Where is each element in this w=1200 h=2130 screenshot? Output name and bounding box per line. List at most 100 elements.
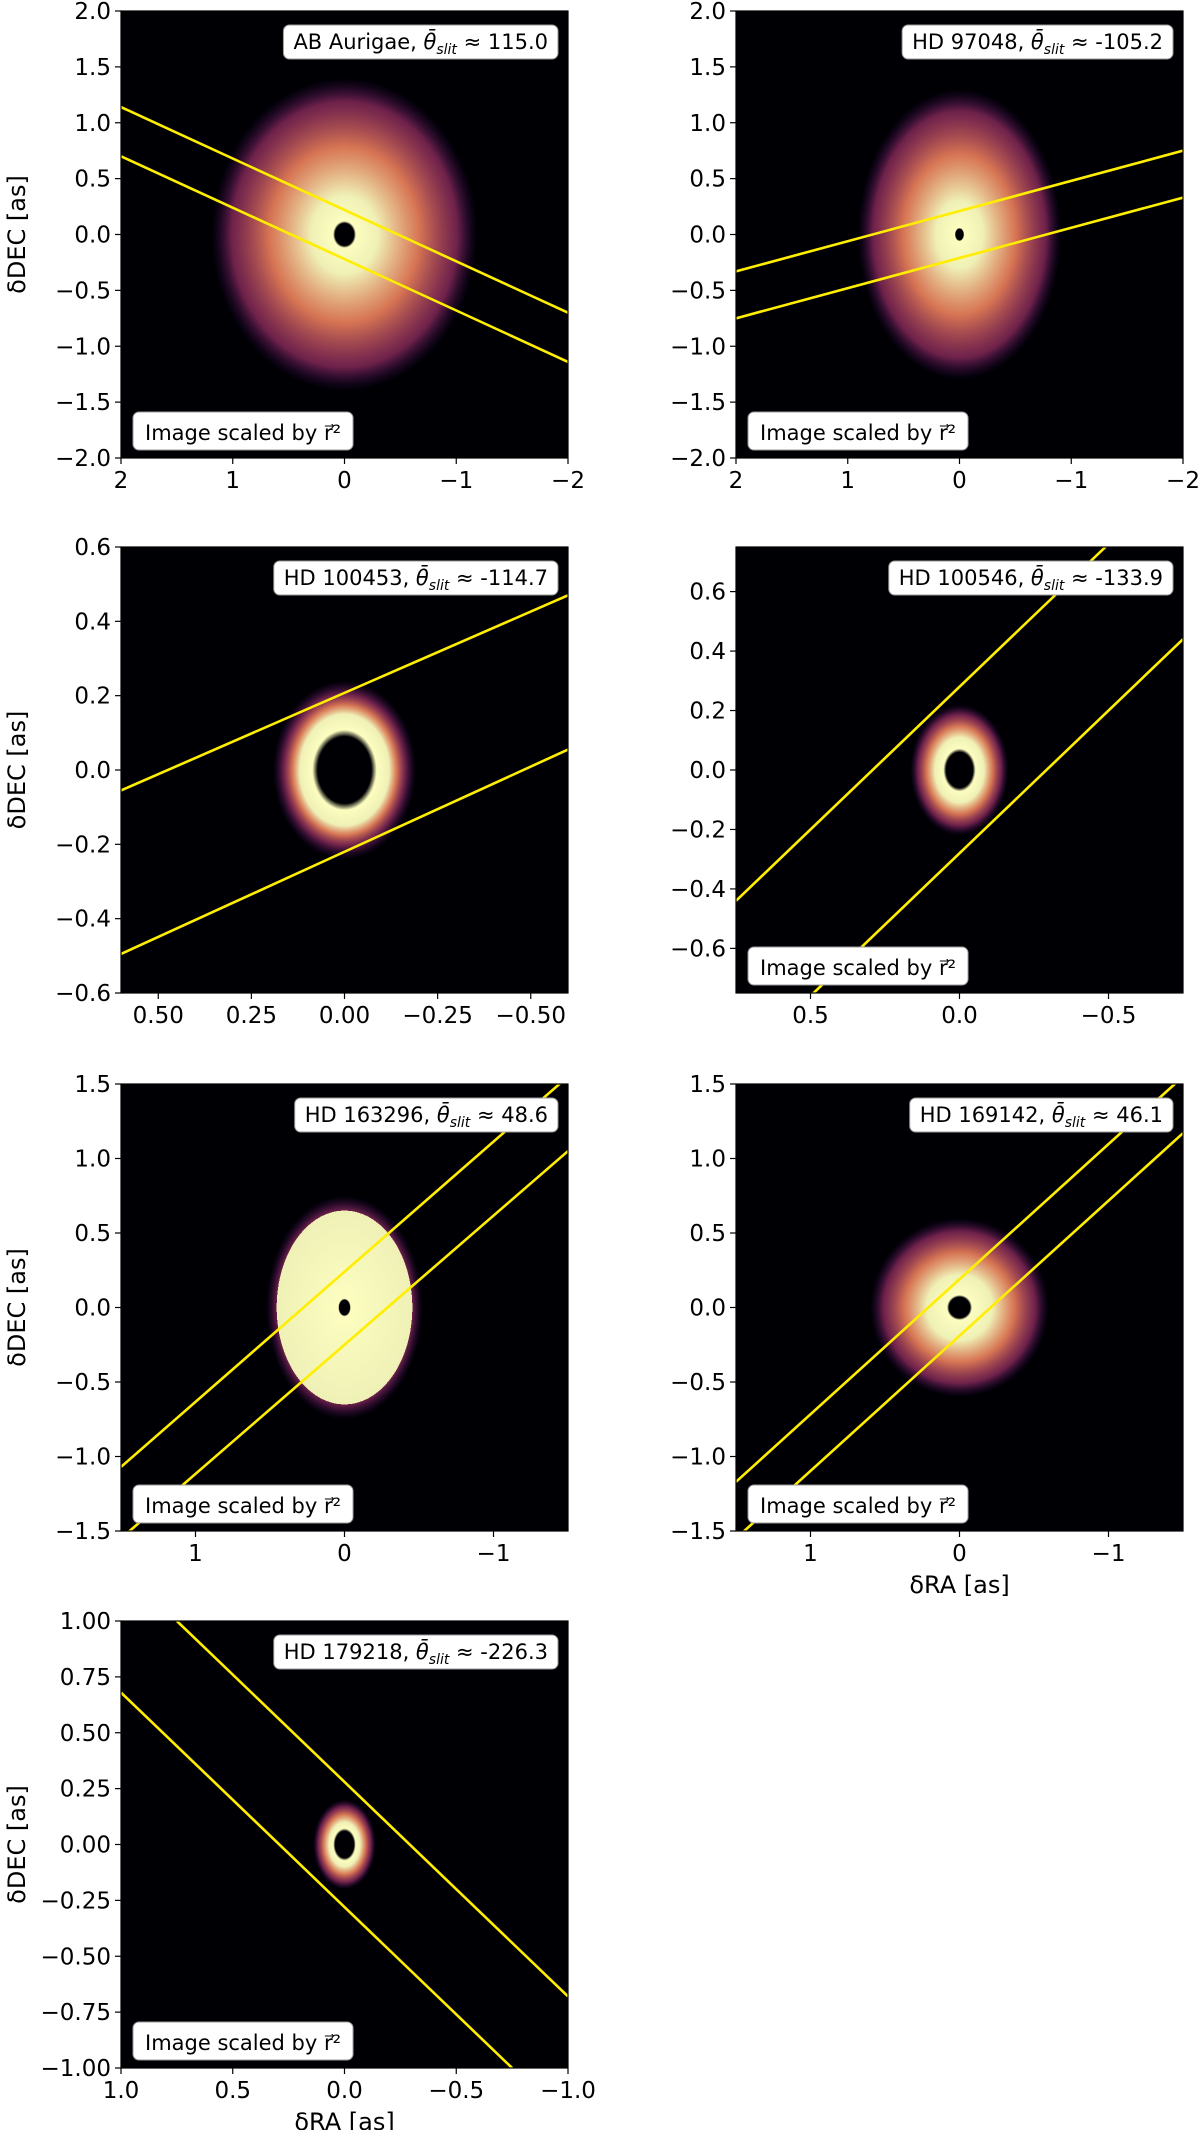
y-tick-label: 1.5 (689, 1072, 726, 1098)
y-tick-label: −1.5 (670, 390, 726, 416)
title-text: HD 100546, θ̄slit ≈ -133.9 (899, 565, 1163, 594)
scaled-note-box (747, 411, 969, 451)
y-tick-label: −1.5 (55, 390, 111, 416)
title-annotation: HD 179218, θ̄slit ≈ -226.3 (273, 1634, 559, 1670)
y-tick-label: 0.5 (74, 1221, 111, 1247)
title-box (888, 560, 1174, 596)
x-tick-label: 0.0 (326, 2078, 363, 2104)
title-box (294, 1097, 559, 1133)
y-tick-label: 1.0 (74, 1147, 111, 1173)
x-tick-label: 0 (337, 1541, 352, 1567)
y-axis-label: δDEC [as] (3, 175, 31, 294)
y-axis-label: δDEC [as] (3, 1248, 31, 1367)
x-tick-label: 0.5 (214, 2078, 251, 2104)
y-tick-label: −1.0 (670, 334, 726, 360)
title-text: HD 97048, θ̄slit ≈ -105.2 (912, 29, 1163, 58)
title-box (901, 24, 1174, 60)
y-tick-label: 0.2 (689, 699, 726, 725)
y-tick-label: −0.5 (55, 278, 111, 304)
y-tick-label: 1.0 (689, 111, 726, 137)
slit-line-1 (736, 149, 1183, 273)
x-tick-label: 0 (952, 1541, 967, 1567)
coronagraph-mask (335, 223, 354, 246)
x-tick-label: −2 (1166, 468, 1200, 494)
x-tick-label: 1 (840, 468, 855, 494)
x-axis-label: δRA [as] (909, 1571, 1009, 1599)
panel-top-left: 2 1 0 −1 −2 2.0 1.5 1.0 0.5 0.0 −0.5 −1.0 −1.5 −2.0 δD… (3, 0, 585, 494)
slit-line-2 (121, 155, 568, 364)
y-tick-label: 0.00 (60, 1833, 111, 1859)
y-tick-label: −1.00 (41, 2056, 111, 2082)
coronagraph-mask (339, 1300, 350, 1315)
scaled-note-box (132, 1484, 354, 1524)
y-tick-label: 0.25 (60, 1777, 111, 1803)
x-tick-label: 1 (803, 1541, 818, 1567)
panel-lower-left: 1 0 −1 1.5 1.0 0.5 0.0 −0.5 −1.0 −1.5 δDEC [as] HD … (3, 1072, 569, 1567)
scaled-note: Image scaled by r⃗² (132, 411, 354, 451)
x-tick-label: 2 (114, 468, 129, 494)
y-tick-label: 0.6 (689, 580, 726, 606)
slit-line-2 (811, 638, 1183, 993)
y-tick-label: 0.5 (689, 167, 726, 193)
x-tick-label: 0.5 (792, 1003, 829, 1029)
scaled-note: Image scaled by r⃗² (747, 946, 969, 986)
scaled-note-text: Image scaled by r⃗² (760, 1494, 956, 1518)
slit-line-2 (742, 1132, 1183, 1531)
y-tick-label: −0.2 (670, 817, 726, 843)
scaled-note-box (132, 2021, 354, 2061)
panel-middle-left: 0.50 0.25 0.00 −0.25 −0.50 0.6 0.4 0.2 0.0 −0.2 −0… (3, 535, 569, 1029)
scaled-note-text: Image scaled by r⃗² (145, 421, 341, 445)
y-tick-label: 1.00 (60, 1609, 111, 1635)
title-box (909, 1097, 1174, 1133)
y-tick-label: 2.0 (74, 0, 111, 25)
title-box (273, 560, 559, 596)
coronagraph-mask (335, 1831, 354, 1858)
y-tick-label: 0.4 (74, 609, 111, 635)
y-axis-label: δDEC [as] (3, 711, 31, 830)
y-tick-label: −1.0 (55, 334, 111, 360)
scaled-note: Image scaled by r⃗² (132, 1484, 354, 1524)
title-annotation: AB Aurigae, θ̄slit ≈ 115.0 (282, 24, 559, 60)
slit-line-2 (121, 748, 568, 956)
slit-line-1 (736, 1084, 1177, 1483)
title-annotation: HD 100453, θ̄slit ≈ -114.7 (273, 560, 559, 596)
y-tick-label: 0.0 (689, 1296, 726, 1322)
coronagraph-mask (955, 228, 964, 241)
slit-line-2 (127, 1150, 568, 1531)
slit-line-1 (121, 594, 568, 792)
x-tick-label: −1 (477, 1541, 511, 1567)
x-tick-label: −0.5 (1081, 1003, 1137, 1029)
y-tick-label: 1.0 (689, 1147, 726, 1173)
x-tick-label: 1 (225, 468, 240, 494)
y-tick-label: 0.0 (74, 758, 111, 784)
x-tick-label: 0.00 (319, 1003, 370, 1029)
y-tick-label: 0.6 (74, 535, 111, 561)
coronagraph-mask (946, 752, 973, 788)
y-tick-label: −0.4 (55, 907, 111, 933)
y-tick-label: −0.4 (670, 877, 726, 903)
title-box (273, 1634, 559, 1670)
y-tick-label: 0.5 (74, 167, 111, 193)
y-tick-label: 0.0 (74, 1296, 111, 1322)
y-tick-label: −0.5 (670, 278, 726, 304)
x-tick-label: 1 (188, 1541, 203, 1567)
x-tick-label: −0.25 (402, 1003, 472, 1029)
title-annotation: HD 169142, θ̄slit ≈ 46.1 (909, 1097, 1174, 1133)
panel-middle-right: 0.5 0.0 −0.5 0.6 0.4 0.2 0.0 −0.2 −0.4 −0.6 HD 100… (670, 546, 1184, 1029)
x-axis-label: δRA [as] (294, 2108, 394, 2130)
x-tick-label: −1 (439, 468, 473, 494)
panel-lower-right: 1 0 −1 1.5 1.0 0.5 0.0 −0.5 −1.0 −1.5 δRA [as] HD 1… (670, 1072, 1184, 1599)
slit-line-2 (736, 196, 1183, 320)
y-tick-label: −1.5 (670, 1519, 726, 1545)
x-tick-label: 2 (729, 468, 744, 494)
scaled-note: Image scaled by r⃗² (747, 411, 969, 451)
y-tick-label: −0.5 (55, 1370, 111, 1396)
slit-line-1 (121, 1084, 562, 1468)
title-text: HD 169142, θ̄slit ≈ 46.1 (920, 1102, 1163, 1131)
panel-bottom-left: 1.0 0.5 0.0 −0.5 −1.0 1.00 0.75 0.50 0.25 0.00 −0.… (3, 1609, 596, 2130)
title-text: HD 163296, θ̄slit ≈ 48.6 (305, 1102, 548, 1131)
y-tick-label: −1.5 (55, 1519, 111, 1545)
y-tick-label: 0.50 (60, 1721, 111, 1747)
y-tick-label: 0.0 (689, 758, 726, 784)
x-tick-label: −1 (1092, 1541, 1126, 1567)
